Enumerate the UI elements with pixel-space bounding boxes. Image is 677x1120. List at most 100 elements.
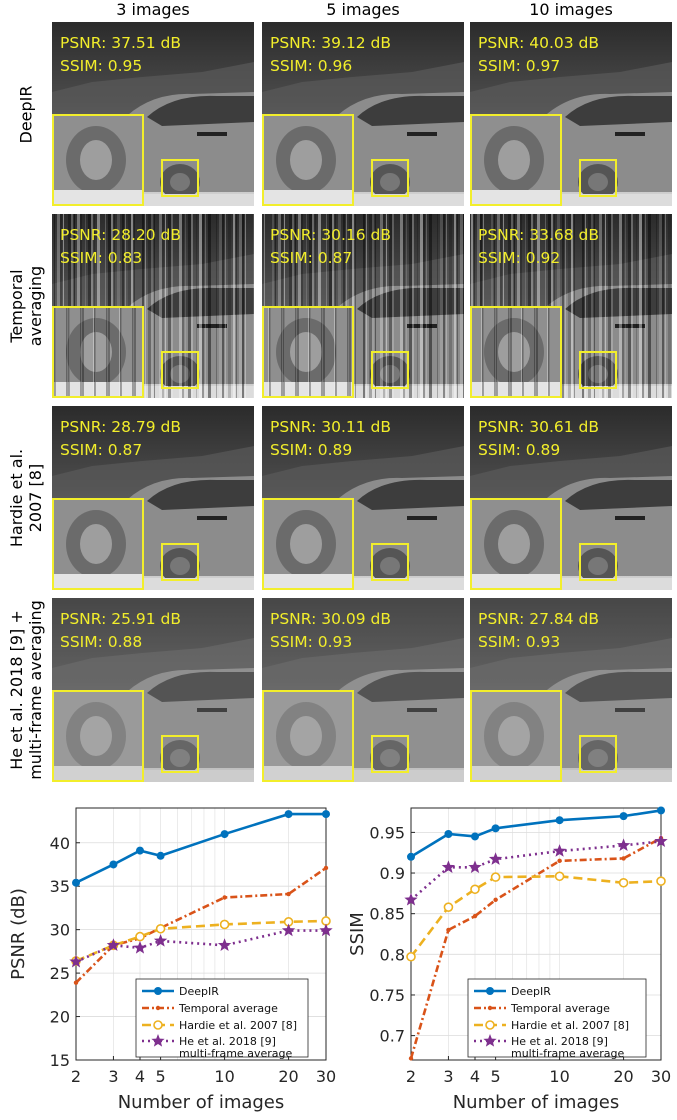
row-label-he: He et al. 2018 [9] + multi-frame averagin… [0,598,52,782]
result-image-tile: PSNR: 30.16 dB SSIM: 0.87 [262,214,464,398]
data-point [408,1056,414,1061]
result-image-tile: PSNR: 30.11 dB SSIM: 0.89 [262,406,464,590]
psnr-chart: 2 3 4 5 10 20 30 15 20 25 30 35 40 Number of images PS… [0,792,338,1116]
zoom-inset-image [264,116,352,204]
data-point [406,951,416,962]
data-point [470,832,479,841]
axes-box [75,807,327,1061]
result-image-tile: PSNR: 30.61 dB SSIM: 0.89 [470,406,672,590]
zoom-region-box [579,735,617,773]
psnr-label: PSNR: 28.20 dB [60,226,181,244]
ssim-label: SSIM: 0.88 [60,633,143,651]
y-axis-label: PSNR (dB) [8,888,29,980]
ssim-label: SSIM: 0.87 [60,441,143,459]
x-tick-label: 2 [406,1067,416,1086]
ssim-label: SSIM: 0.87 [270,249,353,267]
zoom-inset [262,306,354,398]
zoom-inset [52,114,144,206]
psnr-label: PSNR: 30.09 dB [270,610,391,628]
data-point [322,810,330,819]
x-tick-label: 30 [651,1067,671,1086]
x-tick-label: 10 [549,1067,569,1086]
zoom-region-box [161,159,199,197]
zoom-inset-image [54,308,142,396]
zoom-inset-image [54,116,142,204]
thermal-scene-image [262,406,464,590]
psnr-label: PSNR: 30.16 dB [270,226,391,244]
legend-label: DeepIR [511,985,551,998]
row-label-hardie: Hardie et al. 2007 [8] [0,406,52,590]
data-point [135,846,144,855]
x-axis-label: Number of images [453,1092,620,1113]
data-point [323,865,329,871]
data-point [106,938,121,951]
row-label-text: He et al. 2018 [9] + multi-frame averagin… [7,600,45,780]
psnr-label: PSNR: 33.68 dB [478,226,599,244]
y-tick-label: 25 [50,964,70,983]
legend-label: Hardie et al. 2007 [8] [179,1019,297,1032]
zoom-inset [52,306,144,398]
data-point [284,810,293,819]
zoom-region-box [371,351,409,389]
data-point [491,824,500,833]
data-point [73,980,79,985]
legend-marker [153,1020,163,1030]
data-point [654,834,668,847]
data-point [616,838,631,852]
data-point [488,852,503,865]
y-tick-label: 35 [50,877,70,896]
data-point [444,830,453,839]
zoom-inset [470,306,562,398]
data-point [446,927,451,933]
data-point [554,871,565,882]
legend-marker [155,1005,161,1011]
data-point [656,876,666,886]
data-point [153,933,168,947]
psnr-label: PSNR: 40.03 dB [478,34,599,52]
zoom-inset-image [264,308,352,396]
zoom-inset-image [264,500,352,588]
ssim-label: SSIM: 0.92 [478,249,561,267]
zoom-region-box [579,543,617,581]
x-tick-label: 20 [278,1067,298,1086]
result-image-tile: PSNR: 40.03 dB SSIM: 0.97 [470,22,672,206]
data-point [220,830,229,839]
zoom-inset-image [264,692,352,780]
data-point [468,860,482,874]
zoom-region-box [371,159,409,197]
data-point [407,852,415,861]
y-tick-label: 0.85 [369,905,405,924]
zoom-region-box [161,351,199,389]
legend-marker [154,987,162,995]
data-point [133,940,147,954]
zoom-inset-image [472,308,560,396]
y-tick-label: 20 [50,1008,70,1027]
column-header-10-images: 10 images [529,0,613,19]
zoom-region-box [161,735,199,773]
result-image-tile: PSNR: 28.20 dB SSIM: 0.83 [52,214,254,398]
psnr-label: PSNR: 39.12 dB [270,34,391,52]
chart-svg: 2 3 4 5 10 20 30 0.7 0.75 0.8 0.85 0.9 0.95 Number of… [347,806,671,1113]
data-point [472,913,478,919]
row-label-text: DeepIR [16,85,36,143]
ssim-label: SSIM: 0.95 [60,57,143,75]
legend-marker [485,1020,495,1030]
data-point [557,858,562,864]
ssim-chart: 2 3 4 5 10 20 30 0.7 0.75 0.8 0.85 0.9 0.95 Number of… [339,792,677,1116]
psnr-label: PSNR: 27.84 dB [478,610,599,628]
data-point [552,844,567,857]
x-axis-label: Number of images [118,1092,285,1113]
x-tick-label: 10 [214,1067,234,1086]
zoom-inset [52,498,144,590]
x-tick-label: 4 [470,1067,480,1086]
data-point [286,891,291,897]
x-tick-label: 20 [613,1067,633,1086]
data-point [555,816,564,825]
legend-marker [151,1034,165,1047]
column-header-3-images: 3 images [116,0,190,19]
ssim-label: SSIM: 0.83 [60,249,143,267]
zoom-inset [470,114,562,206]
psnr-label: PSNR: 30.11 dB [270,418,391,436]
x-tick-label: 3 [108,1067,118,1086]
data-point [217,938,232,951]
